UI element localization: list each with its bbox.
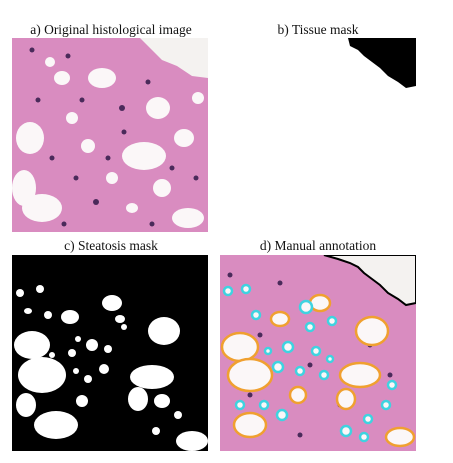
manual-annotation-image	[220, 255, 416, 451]
large-vacuole-annotations	[220, 293, 416, 448]
caption-manual-annotation: d) Manual annotation	[259, 238, 377, 253]
caption-steatosis-mask: c) Steatosis mask	[64, 238, 158, 253]
panel-original-histology	[12, 38, 208, 232]
caption-tissue-mask: b) Tissue mask	[277, 22, 359, 37]
caption-original-image: a) Original histological image	[30, 22, 192, 37]
non-tissue-region	[348, 38, 416, 88]
panel-tissue-mask	[220, 38, 416, 232]
panel-steatosis-mask	[12, 255, 208, 451]
small-vacuole-annotations	[222, 283, 398, 443]
steatosis-mask-image	[12, 255, 208, 451]
histology-image	[12, 38, 208, 232]
panel-manual-annotation	[220, 255, 416, 451]
tissue-mask-image	[220, 38, 416, 232]
